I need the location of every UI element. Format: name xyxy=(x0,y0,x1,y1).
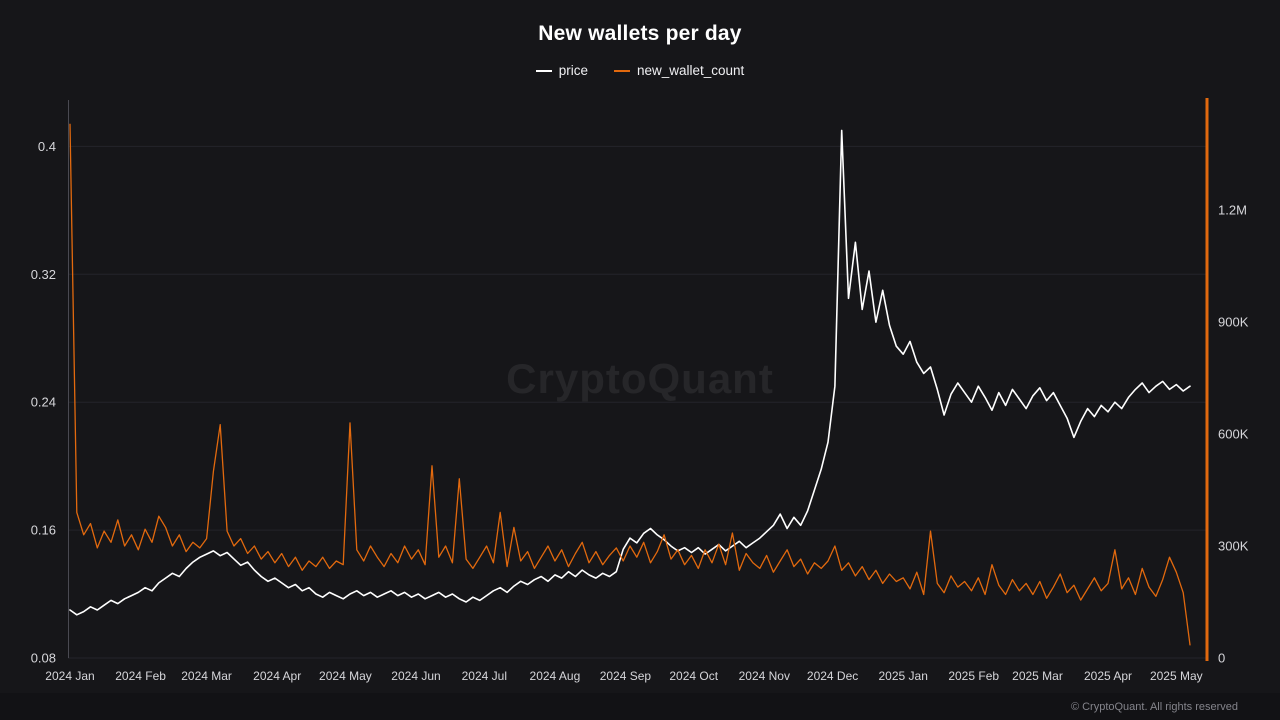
wallet-line-swatch-icon xyxy=(613,69,630,72)
footer: © CryptoQuant. All rights reserved xyxy=(0,693,1280,720)
left-axis-tick-label: 0.08 xyxy=(31,651,56,666)
x-axis-tick-label: 2025 May xyxy=(1150,669,1203,683)
x-axis-tick-label: 2024 Feb xyxy=(115,669,166,683)
x-axis-tick-label: 2025 Apr xyxy=(1084,669,1132,683)
legend-label-new-wallet-count: new_wallet_count xyxy=(636,63,745,78)
new_wallet_count-line xyxy=(69,123,1191,646)
x-axis-tick-label: 2024 Nov xyxy=(739,669,790,683)
chart-title: New wallets per day xyxy=(538,22,742,45)
legend-item-price[interactable]: price xyxy=(535,63,588,78)
left-axis-tick-label: 0.24 xyxy=(31,395,56,410)
x-axis-tick-label: 2025 Feb xyxy=(948,669,999,683)
right-axis-tick-label: 900K xyxy=(1218,315,1249,330)
price-line-swatch-icon xyxy=(535,69,552,72)
x-axis-tick-label: 2024 Mar xyxy=(181,669,232,683)
x-axis-tick-label: 2025 Mar xyxy=(1012,669,1063,683)
x-axis-tick-label: 2024 May xyxy=(319,669,372,683)
x-axis-tick-label: 2024 Jul xyxy=(462,669,507,683)
left-axis-tick-label: 0.4 xyxy=(38,139,56,154)
price-line xyxy=(69,129,1191,616)
x-axis-tick-label: 2024 Aug xyxy=(530,669,581,683)
right-axis-tick-label: 600K xyxy=(1218,427,1249,442)
left-axis-tick-label: 0.16 xyxy=(31,523,56,538)
copyright-text: © CryptoQuant. All rights reserved xyxy=(1070,700,1238,713)
x-axis-tick-label: 2024 Apr xyxy=(253,669,301,683)
x-axis-tick-label: 2024 Jan xyxy=(45,669,94,683)
legend-item-new-wallet-count[interactable]: new_wallet_count xyxy=(613,63,745,78)
right-axis-tick-label: 0 xyxy=(1218,651,1225,666)
legend-label-price: price xyxy=(558,63,588,78)
x-axis-tick-label: 2024 Oct xyxy=(669,669,718,683)
x-axis-tick-label: 2024 Jun xyxy=(391,669,440,683)
right-axis-tick-label: 300K xyxy=(1218,539,1249,554)
x-axis-tick-label: 2024 Dec xyxy=(807,669,858,683)
left-axis-tick-label: 0.32 xyxy=(31,267,56,282)
right-axis-tick-label: 1.2M xyxy=(1218,203,1247,218)
legend: price new_wallet_count xyxy=(0,63,1280,78)
x-axis-tick-label: 2024 Sep xyxy=(600,669,652,683)
x-axis-tick-label: 2025 Jan xyxy=(879,669,928,683)
